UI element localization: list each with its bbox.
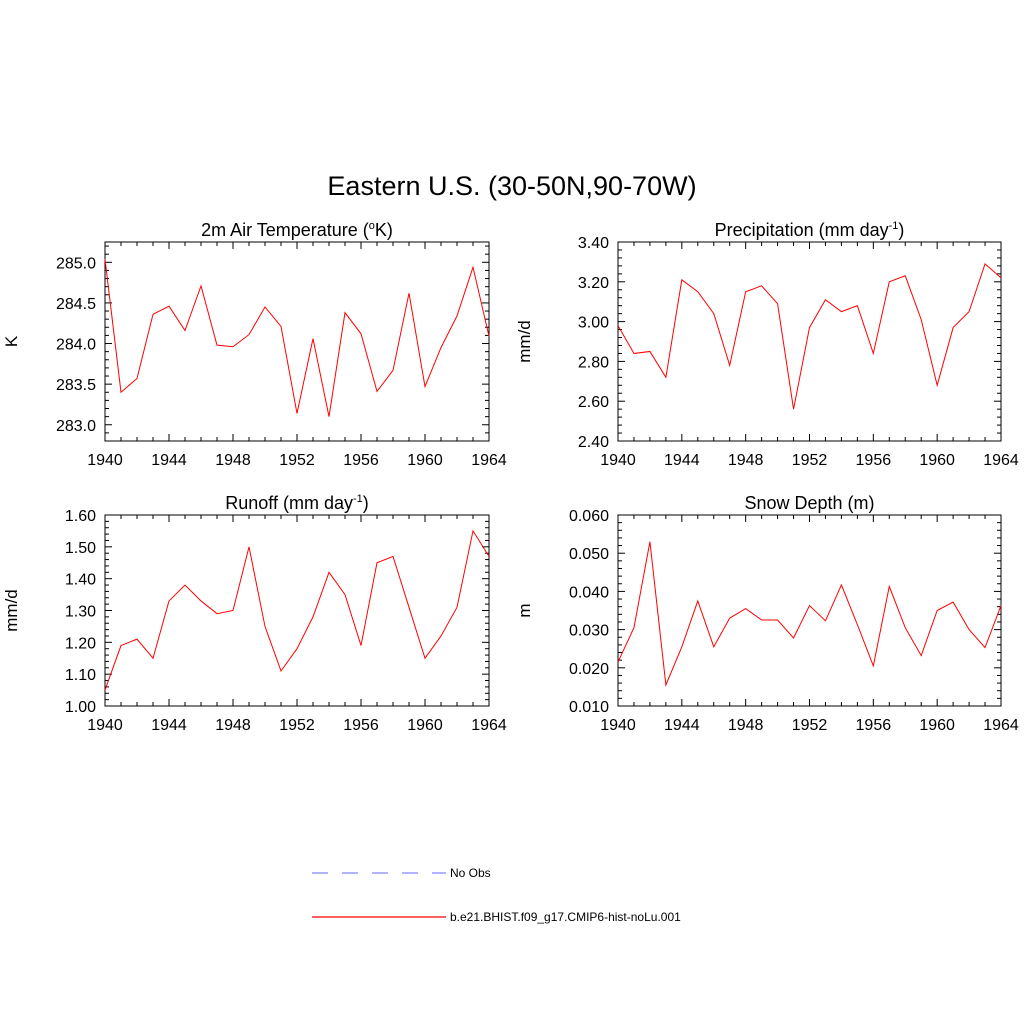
y-axis-label: mm/d [2,589,21,632]
x-tick-label: 1952 [792,717,828,734]
x-tick-label: 1960 [919,717,955,734]
x-tick-label: 1944 [664,717,700,734]
y-tick-label: 283.5 [56,377,96,394]
x-tick-label: 1952 [279,717,315,734]
panel-title: 2m Air Temperature (oK) [201,220,393,240]
x-tick-label: 1964 [471,452,507,469]
panel-title-suffix: ) [363,493,369,513]
panel-title-suffix: K) [375,220,393,240]
panel-title-main: Snow Depth (m) [744,493,874,513]
panel-title: Snow Depth (m) [744,493,874,513]
panel-title-superscript: -1 [353,493,363,505]
panel-title-main: 2m Air Temperature ( [201,220,369,240]
x-tick-label: 1948 [728,452,764,469]
series-line-1 [617,263,1002,410]
y-tick-label: 284.5 [56,296,96,313]
y-axis-label: mm/d [515,320,534,363]
y-tick-label: 3.00 [578,315,609,332]
y-tick-label: 2.60 [578,394,609,411]
legend: No Obs b.e21.BHIST.f09_g17.CMIP6-hist-no… [312,866,681,924]
legend-model-label: b.e21.BHIST.f09_g17.CMIP6-hist-noLu.001 [450,910,681,924]
y-tick-label: 0.060 [569,508,609,525]
y-tick-label: 1.40 [65,572,96,589]
x-tick-label: 1944 [151,452,187,469]
chart-panel-2: 1940 1944 1948 1952 1956 1960 1964 2.40 2.60 2.80… [515,220,1019,469]
x-tick-label: 1948 [728,717,764,734]
y-tick-label: 284.0 [56,337,96,354]
y-tick-label: 1.20 [65,635,96,652]
y-tick-label: 3.40 [578,235,609,252]
x-tick-label: 1960 [407,717,443,734]
y-tick-label: 1.60 [65,508,96,525]
x-tick-label: 1964 [983,717,1019,734]
legend-obs-label: No Obs [450,866,491,880]
chart-panel-4: 1940 1944 1948 1952 1956 1960 1964 0.010 0.020 0.… [515,493,1019,734]
panel-title-main: Runoff (mm day [225,493,353,513]
y-axis-label: K [2,335,21,347]
y-tick-label: 1.00 [65,699,96,716]
series-line-1 [104,529,490,691]
y-tick-label: 285.0 [56,255,96,272]
y-tick-label: 0.050 [569,546,609,563]
y-tick-label: 3.20 [578,275,609,292]
y-tick-label: 2.80 [578,354,609,371]
panel-title-suffix: ) [898,220,904,240]
x-tick-label: 1940 [87,452,123,469]
y-tick-label: 0.040 [569,584,609,601]
x-tick-label: 1956 [856,717,892,734]
x-tick-label: 1948 [215,717,251,734]
panel-title-main: Precipitation (mm day [715,220,889,240]
y-tick-label: 0.010 [569,699,609,716]
x-tick-label: 1964 [471,717,507,734]
panels: 1940 1944 1948 1952 1956 1960 1964 283.0 283.5 28… [2,220,1019,734]
x-tick-label: 1944 [664,452,700,469]
series-line-1 [104,259,490,417]
x-tick-label: 1944 [151,717,187,734]
y-tick-label: 1.50 [65,540,96,557]
chart-panel-1: 1940 1944 1948 1952 1956 1960 1964 283.0 283.5 28… [2,220,507,469]
y-axis-label: m [515,603,534,617]
figure-title: Eastern U.S. (30-50N,90-70W) [327,171,696,201]
x-tick-label: 1940 [87,717,123,734]
x-tick-label: 1940 [600,717,636,734]
x-tick-label: 1948 [215,452,251,469]
panel-title: Runoff (mm day-1) [225,493,369,513]
chart-panel-3: 1940 1944 1948 1952 1956 1960 1964 1.00 1.10 1.20… [2,493,507,734]
x-tick-label: 1952 [792,452,828,469]
x-tick-label: 1964 [983,452,1019,469]
x-tick-label: 1940 [600,452,636,469]
y-tick-label: 1.10 [65,667,96,684]
x-tick-label: 1956 [343,452,379,469]
y-tick-label: 0.020 [569,661,609,678]
y-tick-label: 283.0 [56,418,96,435]
x-tick-label: 1960 [919,452,955,469]
panel-title: Precipitation (mm day-1) [715,220,905,240]
y-tick-label: 0.030 [569,623,609,640]
y-tick-label: 2.40 [578,434,609,451]
series-line-1 [617,541,1002,687]
x-tick-label: 1960 [407,452,443,469]
panel-title-superscript: -1 [889,220,899,232]
x-tick-label: 1956 [856,452,892,469]
x-tick-label: 1956 [343,717,379,734]
panel-title-superscript: o [369,220,375,232]
x-tick-label: 1952 [279,452,315,469]
y-tick-label: 1.30 [65,604,96,621]
